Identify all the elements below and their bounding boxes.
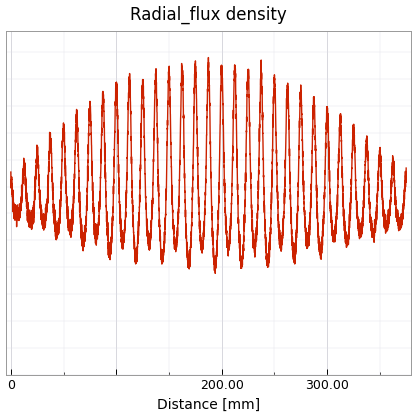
Title: Radial_flux density: Radial_flux density [130,5,287,24]
X-axis label: Distance [mm]: Distance [mm] [157,397,260,412]
